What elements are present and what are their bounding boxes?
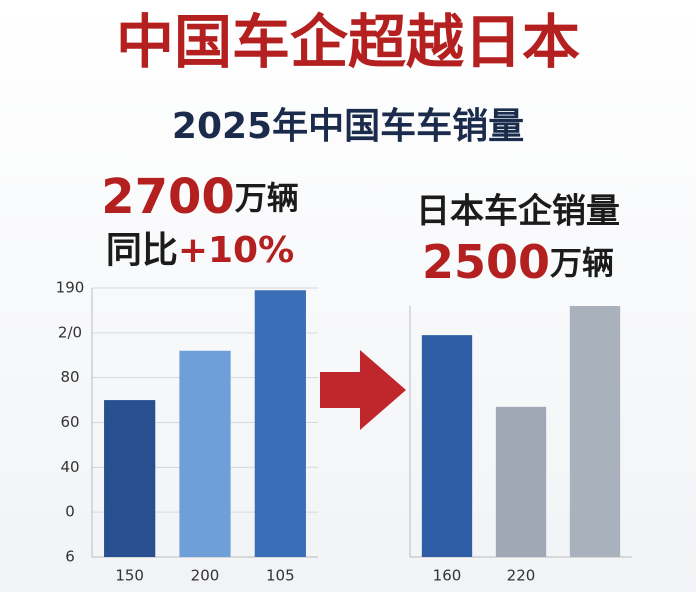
x-tick-label: 150 [115,567,144,585]
x-tick-label: 220 [507,567,536,585]
growth: 同比+10% [106,230,294,271]
left-callout: 2700万辆 [101,169,299,225]
unit: 万辆 [235,179,299,217]
x-tick-label: 160 [433,567,462,585]
y-tick-label: 6 [65,548,75,566]
number: 2700 [101,169,235,225]
bar [495,406,547,557]
x-tick-label: 105 [266,567,295,585]
y-tick-label: 40 [60,458,79,476]
arrow [320,350,406,430]
bar [179,350,231,557]
bar [104,400,156,557]
right-label: 日本车企销量 [416,192,620,232]
growth-value: +10% [178,230,294,271]
subtitle: 2025年中国车车销量 [172,106,524,147]
growth-label: 同比 [106,230,178,271]
right-callout: 2500万辆 [422,235,614,289]
unit: 万辆 [550,244,614,282]
y-tick-label: 0 [65,503,75,521]
title: 中国车企超越日本 [116,8,580,76]
y-tick-label: 190 [56,279,85,297]
bar [421,335,473,557]
number: 2500 [422,235,550,289]
y-tick-label: 60 [60,413,79,431]
y-tick-label: 80 [60,368,79,386]
bar [569,306,621,557]
x-tick-label: 200 [191,567,220,585]
y-tick-label: 2/0 [58,323,82,341]
bar [254,290,306,557]
